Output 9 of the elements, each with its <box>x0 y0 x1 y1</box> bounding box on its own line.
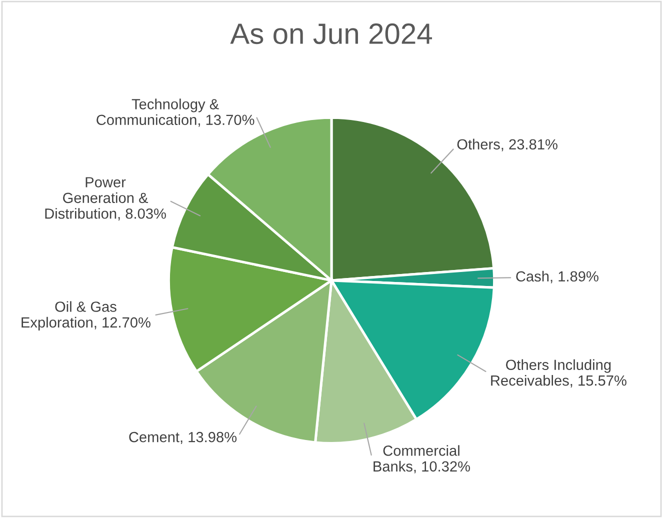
slice-label: Cement, 13.98% <box>129 432 237 444</box>
slice-label: Oil & Gas Exploration, 12.70% <box>22 301 150 330</box>
slice-label: Others Including Receivables, 15.57% <box>491 359 626 388</box>
slice-label: Power Generation & Distribution, 8.03% <box>45 177 166 221</box>
slice-label: Commercial Banks, 10.32% <box>374 445 470 474</box>
slice-label: Cash, 1.89% <box>516 270 598 284</box>
slice-label: Others, 23.81% <box>457 138 558 152</box>
slice-label: Technology & Communication, 13.70% <box>96 98 254 127</box>
chart-title: As on Jun 2024 <box>230 23 432 44</box>
